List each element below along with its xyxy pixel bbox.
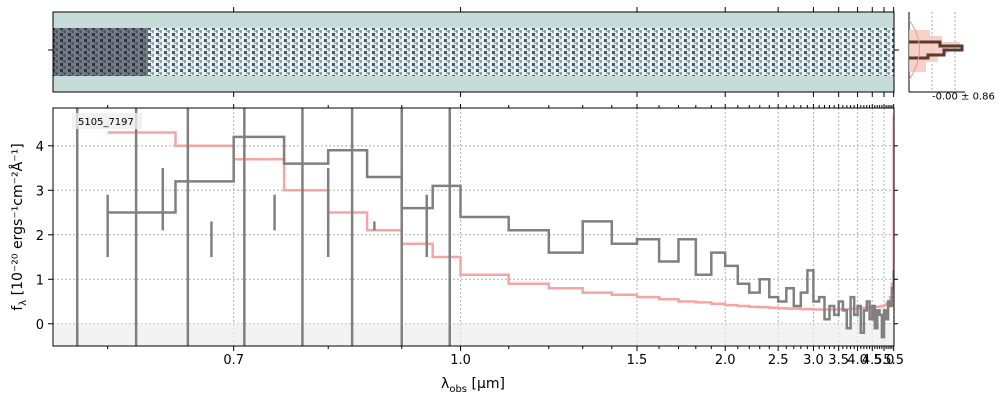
x-axis-label-sub: obs	[449, 384, 467, 395]
object-label-box	[72, 113, 142, 129]
x-axis-ticks: 0.7 1.0 1.5 2.0 2.5 3.0 3.54.04.55.05.5	[107, 104, 904, 368]
y-axis-label-unit: [10⁻²⁰ ergs⁻¹cm⁻²Å⁻¹]	[9, 143, 26, 299]
x-axis-label-unit: [μm]	[467, 376, 505, 392]
x-axis-label: λobs [μm]	[441, 376, 505, 395]
y-axis-ticks: 0 1 2 3 4	[36, 140, 898, 333]
y-axis-label: fλ [10⁻²⁰ ergs⁻¹cm⁻²Å⁻¹]	[9, 143, 29, 310]
x-tick-label: 1.5	[627, 353, 648, 368]
y-axis-label-sub: λ	[18, 300, 29, 306]
x-tick-label: 1.0	[450, 353, 471, 368]
spectrum-1d-background	[53, 108, 894, 346]
spectrum-1d-panel: 0.7 1.0 1.5 2.0 2.5 3.0 3.54.04.55.05.5 01234 …	[36, 104, 904, 368]
x-tick-label: 4.5	[862, 353, 883, 368]
x-axis-label-main: λ	[441, 376, 449, 392]
x-tick-label: 0.7	[223, 353, 244, 368]
flux-uncertainty-line	[107, 114, 894, 311]
y-tick-label: 2	[36, 229, 44, 244]
y-tick-label: 4	[36, 140, 44, 155]
x-tick-label: 3.0	[803, 353, 824, 368]
blue-end-noise	[75, 108, 451, 346]
side-histogram-label: -0.00 ± 0.86	[932, 91, 995, 102]
spectrum-2d-trace	[53, 28, 894, 76]
x-tick-label: 5.0	[874, 353, 895, 368]
y-tick-label: 0	[36, 318, 44, 333]
zero-level-band	[53, 323, 894, 346]
y-tick-label: 3	[36, 184, 44, 199]
x-tick-label: 5.5	[883, 353, 904, 368]
spectrum-2d-panel	[48, 7, 899, 97]
spectrum-2d-ticks	[48, 7, 899, 97]
side-histogram-panel: -0.00 ± 0.86	[908, 12, 995, 102]
spectrum-2d-blue-edge	[53, 28, 148, 76]
side-histogram-line	[909, 40, 964, 60]
side-histogram-curve	[909, 19, 920, 81]
y-tick-label: 1	[36, 273, 44, 288]
spectrum-1d-frame	[52, 107, 895, 347]
x-tick-label: 4.0	[847, 353, 868, 368]
x-tick-label: 2.0	[715, 353, 736, 368]
spectrum-2d-frame	[52, 11, 895, 93]
object-label: 5105_7197	[78, 117, 134, 128]
x-tick-label: 2.5	[768, 353, 789, 368]
x-tick-label: 3.5	[828, 353, 849, 368]
observed-flux-line	[107, 135, 894, 339]
y-axis-label-main: f	[10, 305, 26, 311]
